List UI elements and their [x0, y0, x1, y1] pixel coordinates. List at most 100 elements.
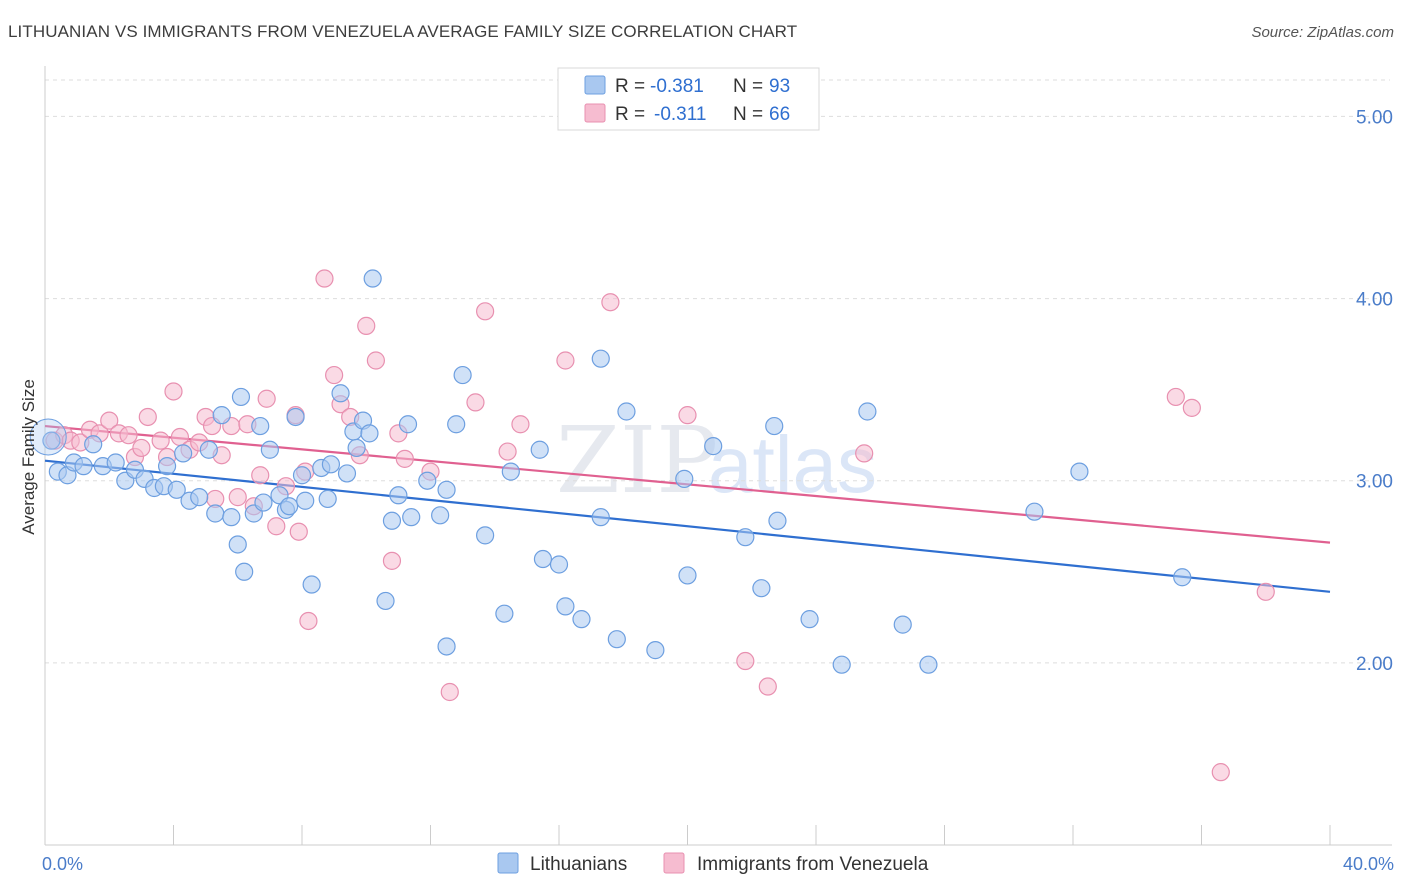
bottom-legend-swatch-pink — [663, 852, 685, 874]
point-lithuanians — [437, 637, 456, 656]
point-lithuanians — [607, 630, 626, 649]
legend-r-value-2: -0.311 — [654, 104, 706, 125]
point-venezuela — [164, 382, 183, 401]
point-lithuanians — [617, 402, 636, 421]
point-lithuanians — [231, 387, 251, 407]
bottom-legend-swatch-blue — [497, 852, 519, 874]
point-lithuanians — [222, 508, 241, 527]
point-lithuanians — [591, 349, 610, 368]
y-axis-label: Average Family Size — [19, 379, 38, 535]
points-lithuanians — [29, 269, 1192, 674]
point-lithuanians — [431, 506, 450, 525]
point-venezuela — [601, 293, 620, 312]
legend-swatch-blue — [584, 75, 606, 95]
point-lithuanians — [495, 604, 514, 623]
point-lithuanians — [389, 486, 408, 505]
point-venezuela — [325, 365, 344, 385]
point-venezuela — [357, 316, 376, 335]
point-lithuanians — [556, 597, 575, 616]
point-venezuela — [758, 677, 777, 696]
point-lithuanians — [228, 535, 247, 554]
point-lithuanians — [347, 438, 366, 458]
point-lithuanians-large — [29, 418, 67, 456]
legend-n-label-2: N = — [733, 104, 763, 125]
point-venezuela — [119, 426, 138, 445]
point-lithuanians — [736, 528, 755, 547]
point-lithuanians — [174, 444, 193, 463]
axes — [44, 66, 1392, 846]
point-lithuanians — [765, 416, 784, 436]
point-lithuanians — [318, 489, 337, 509]
legend-n-label-1: N = — [733, 76, 763, 97]
point-venezuela — [299, 611, 318, 631]
point-venezuela — [151, 431, 170, 450]
point-venezuela — [315, 269, 334, 288]
point-venezuela — [138, 407, 157, 427]
point-venezuela — [855, 444, 874, 463]
point-venezuela — [498, 442, 517, 461]
point-lithuanians — [453, 365, 472, 385]
point-venezuela — [257, 389, 276, 408]
point-lithuanians — [437, 480, 456, 499]
legend-r-label-2: R = — [615, 104, 645, 125]
point-venezuela — [228, 488, 247, 507]
point-lithuanians — [376, 591, 395, 611]
point-lithuanians — [206, 504, 225, 523]
point-lithuanians — [292, 466, 312, 485]
point-lithuanians — [678, 566, 697, 585]
point-venezuela — [511, 415, 530, 434]
point-lithuanians — [363, 269, 382, 288]
point-lithuanians — [858, 402, 877, 421]
legend-r-value-1: -0.381 — [650, 76, 704, 97]
y-tick-label: 5.00 — [1356, 107, 1393, 128]
point-lithuanians — [235, 562, 254, 581]
point-venezuela — [1182, 398, 1201, 417]
point-lithuanians — [42, 431, 61, 450]
point-venezuela — [267, 517, 286, 536]
point-venezuela — [251, 466, 270, 485]
point-lithuanians — [646, 641, 665, 660]
point-lithuanians — [893, 615, 912, 634]
point-lithuanians — [254, 493, 273, 512]
point-lithuanians — [591, 508, 610, 527]
point-venezuela — [395, 449, 414, 468]
point-lithuanians — [501, 462, 520, 481]
point-lithuanians — [800, 610, 819, 629]
x-tick-label-max: 40.0% — [1343, 854, 1394, 874]
point-venezuela — [1211, 763, 1230, 782]
point-lithuanians — [286, 407, 305, 427]
point-venezuela — [382, 551, 402, 570]
point-lithuanians — [704, 437, 723, 456]
point-venezuela — [466, 393, 485, 412]
point-venezuela — [736, 651, 755, 671]
point-lithuanians — [296, 491, 315, 510]
point-lithuanians — [572, 610, 591, 629]
bottom-legend: Lithuanians Immigrants from Venezuela — [497, 852, 929, 875]
point-lithuanians — [106, 453, 125, 472]
point-lithuanians — [919, 655, 938, 674]
point-lithuanians — [167, 480, 186, 499]
y-tick-label: 2.00 — [1356, 654, 1393, 675]
point-lithuanians — [260, 440, 279, 459]
legend-r-label-1: R = — [615, 76, 645, 97]
point-lithuanians — [280, 497, 299, 516]
point-lithuanians — [1025, 502, 1044, 521]
point-lithuanians — [84, 435, 103, 454]
point-lithuanians — [675, 469, 694, 488]
bottom-legend-label-venezuela: Immigrants from Venezuela — [697, 854, 929, 875]
watermark-atlas: atlas — [708, 420, 877, 509]
point-venezuela — [678, 406, 697, 425]
point-lithuanians — [382, 511, 402, 530]
point-venezuela — [440, 682, 459, 702]
point-lithuanians — [251, 416, 270, 436]
point-lithuanians — [321, 455, 341, 474]
point-venezuela — [556, 351, 575, 370]
point-lithuanians — [752, 579, 771, 598]
point-lithuanians — [476, 526, 495, 545]
point-lithuanians — [360, 424, 379, 443]
x-tick-label-min: 0.0% — [42, 854, 83, 874]
point-lithuanians — [530, 440, 549, 459]
legend-swatch-pink — [584, 103, 606, 123]
point-lithuanians — [832, 655, 851, 674]
